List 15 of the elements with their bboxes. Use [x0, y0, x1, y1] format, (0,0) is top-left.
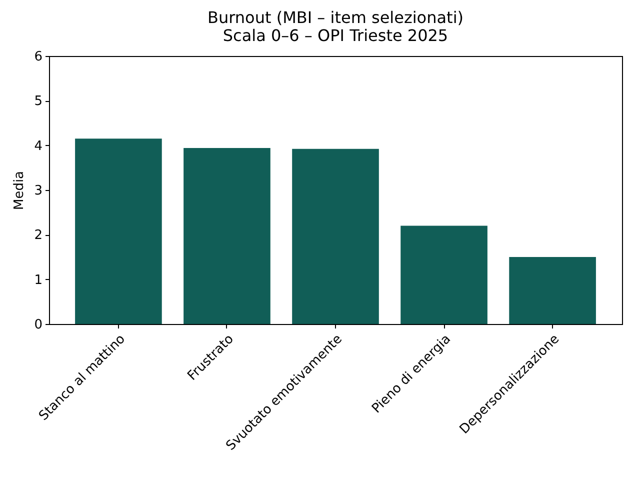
- y-axis-title: Media: [12, 170, 28, 210]
- y-tick-label: 5: [34, 94, 42, 110]
- y-tick-label: 1: [34, 272, 42, 288]
- bar: [509, 257, 596, 324]
- bar: [400, 226, 488, 324]
- bar: [75, 138, 162, 324]
- y-tick-label: 0: [34, 318, 42, 332]
- chart-subtitle: Scala 0–6 – OPI Trieste 2025: [222, 26, 448, 45]
- y-tick-label: 3: [34, 184, 42, 198]
- y-tick-label: 2: [34, 228, 42, 244]
- chart-title: Burnout (MBI – item selezionati): [208, 8, 464, 27]
- bar: [184, 148, 270, 324]
- y-tick-label: 6: [34, 50, 42, 64]
- bar: [292, 148, 379, 324]
- y-tick-label: 4: [34, 138, 42, 154]
